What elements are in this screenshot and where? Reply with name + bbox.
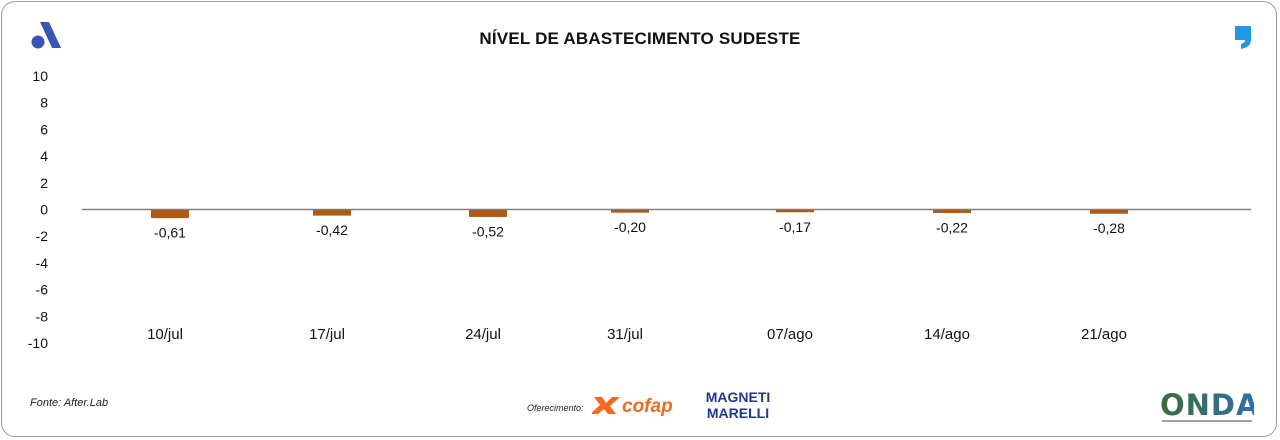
- bar: [933, 210, 971, 213]
- onda-tagline-decor: [1162, 420, 1252, 422]
- source-note: Fonte: After.Lab: [30, 397, 109, 409]
- bar: [469, 210, 507, 217]
- x-tick-label: 21/ago: [1081, 326, 1127, 343]
- quote-mark-icon: [1235, 26, 1251, 49]
- y-tick-label: -4: [36, 255, 49, 271]
- y-tick-label: -10: [28, 335, 48, 351]
- onda-wordmark: ONDA: [1160, 388, 1254, 422]
- data-label: -0,20: [614, 219, 646, 235]
- y-tick-label: 0: [40, 202, 48, 218]
- x-tick-label: 07/ago: [767, 326, 813, 343]
- y-tick-label: -8: [36, 308, 49, 324]
- bar: [611, 210, 649, 213]
- x-tick-label: 14/ago: [924, 326, 970, 343]
- y-tick-label: 10: [32, 68, 48, 84]
- onda-logo: ONDA: [1160, 388, 1254, 422]
- bar-chart: 10 8 6 4 2 0 -2 -4 -6 -8 -10 -0,61 10/jul -0,42 17/jul…: [28, 68, 1251, 351]
- y-tick-label: -2: [36, 228, 49, 244]
- x-tick-label: 10/jul: [147, 326, 183, 343]
- cofap-wordmark: cofap: [622, 396, 673, 417]
- a-brand-logo-icon: [31, 22, 61, 49]
- data-label: -0,17: [779, 219, 811, 235]
- sponsor-label: Oferecimento:: [527, 403, 584, 413]
- data-label: -0,61: [154, 225, 186, 241]
- data-label: -0,28: [1093, 220, 1125, 236]
- data-label: -0,22: [936, 219, 968, 235]
- data-label: -0,42: [316, 222, 348, 238]
- magneti-wordmark: MAGNETI: [706, 389, 771, 405]
- x-tick-label: 17/jul: [309, 326, 345, 343]
- y-tick-label: 2: [40, 175, 48, 191]
- x-tick-label: 24/jul: [465, 326, 501, 343]
- data-label: -0,52: [472, 223, 504, 239]
- chart-title: NÍVEL DE ABASTECIMENTO SUDESTE: [479, 29, 801, 48]
- y-tick-label: 4: [40, 148, 48, 164]
- cofap-logo: cofap: [592, 396, 673, 417]
- marelli-wordmark: MARELLI: [707, 405, 769, 420]
- x-tick-label: 31/jul: [607, 326, 643, 343]
- bar: [776, 210, 814, 213]
- bar: [313, 210, 351, 216]
- y-tick-label: 6: [40, 121, 48, 137]
- magneti-marelli-logo: MAGNETI MARELLI: [706, 389, 771, 420]
- y-tick-label: -6: [36, 282, 49, 298]
- y-tick-label: 8: [40, 95, 48, 111]
- bar: [151, 210, 189, 219]
- bar: [1090, 210, 1128, 214]
